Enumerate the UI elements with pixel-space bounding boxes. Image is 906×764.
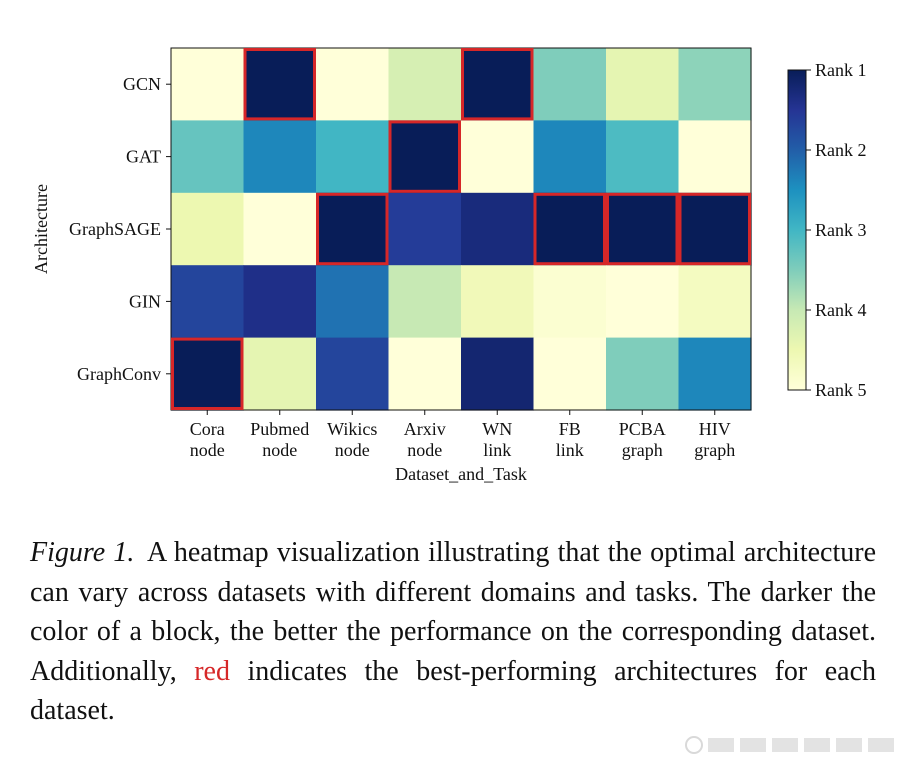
heatmap-cell bbox=[461, 337, 535, 411]
heatmap-cell bbox=[533, 48, 607, 121]
heatmap-cell bbox=[533, 337, 607, 411]
x-tick-label-dataset: Arxiv bbox=[404, 419, 446, 439]
best-cell-highlight bbox=[316, 192, 389, 266]
x-tick-label-task: node bbox=[190, 440, 225, 460]
y-axis-label: Architecture bbox=[31, 184, 51, 274]
heatmap-cell bbox=[388, 48, 462, 121]
best-cell-highlight bbox=[678, 192, 751, 266]
x-tick-label-dataset: FB bbox=[559, 419, 581, 439]
heatmap-cell bbox=[243, 48, 317, 121]
heatmap-cell bbox=[171, 48, 245, 121]
x-axis-label: Dataset_and_Task bbox=[395, 464, 527, 484]
heatmap-cell bbox=[171, 120, 245, 194]
best-cell-highlight bbox=[606, 192, 679, 266]
x-tick-label-task: node bbox=[262, 440, 297, 460]
figure-caption: Figure 1. A heatmap visualization illust… bbox=[30, 533, 876, 731]
heatmap-cell bbox=[316, 192, 390, 266]
heatmap-cell bbox=[606, 48, 680, 121]
colorbar bbox=[787, 69, 807, 391]
colorbar-tick-label: Rank 2 bbox=[815, 140, 867, 160]
heatmap-cell bbox=[678, 265, 752, 339]
caption-red-word: red bbox=[194, 655, 230, 687]
y-tick-label: GraphSAGE bbox=[69, 219, 161, 239]
y-tick-label: GCN bbox=[123, 74, 161, 94]
heatmap-cell bbox=[316, 265, 390, 339]
heatmap-cell bbox=[388, 120, 462, 194]
heatmap-cell bbox=[678, 48, 752, 121]
colorbar-tick-label: Rank 1 bbox=[815, 60, 867, 80]
x-tick-label-task: graph bbox=[622, 440, 663, 460]
heatmap-figure: GCN GAT GraphSAGE GIN GraphConv Cora node Pubme… bbox=[31, 47, 867, 484]
heatmap-cell bbox=[461, 120, 535, 194]
heatmap-cell bbox=[243, 120, 317, 194]
y-tick-label: GraphConv bbox=[77, 364, 161, 384]
heatmap-cell bbox=[388, 192, 462, 266]
heatmap-cell bbox=[461, 48, 535, 121]
best-cell-highlight bbox=[461, 48, 534, 121]
heatmap-cell bbox=[606, 265, 680, 339]
heatmap-cell bbox=[606, 192, 680, 266]
heatmap-cell bbox=[316, 48, 390, 121]
caption-text-after: indicates the best-performing architectu… bbox=[30, 655, 877, 727]
heatmap-cell bbox=[533, 192, 607, 266]
x-tick-label-dataset: WN bbox=[482, 419, 512, 439]
best-cell-highlight bbox=[388, 120, 461, 193]
x-tick-label-dataset: PCBA bbox=[619, 419, 666, 439]
heatmap-cell bbox=[533, 120, 607, 194]
colorbar-tick-label: Rank 5 bbox=[815, 380, 867, 400]
heatmap-cell bbox=[461, 192, 535, 266]
heatmap-cell bbox=[606, 337, 680, 411]
colorbar-tick-label: Rank 4 bbox=[815, 300, 867, 320]
x-tick-label-task: node bbox=[407, 440, 442, 460]
heatmap-cell bbox=[678, 337, 752, 411]
x-tick-label-task: graph bbox=[694, 440, 735, 460]
heatmap-cell bbox=[316, 120, 390, 194]
heatmap-chart: GCNGATGraphSAGEGINGraphConvCoranodePubme… bbox=[31, 47, 867, 484]
caption-text-before: A heatmap visualization illustrating tha… bbox=[30, 537, 876, 687]
heatmap-cell bbox=[533, 265, 607, 339]
x-tick-label-dataset: HIV bbox=[699, 419, 731, 439]
heatmap-cell bbox=[243, 192, 317, 266]
x-tick-label-dataset: Cora bbox=[190, 419, 225, 439]
y-tick-label: GAT bbox=[126, 147, 161, 167]
x-tick-label-task: link bbox=[483, 440, 511, 460]
best-cell-highlight bbox=[533, 192, 606, 266]
heatmap-cell bbox=[316, 337, 390, 411]
watermark-icon bbox=[685, 736, 894, 754]
heatmap-cell bbox=[243, 337, 317, 411]
heatmap-cell bbox=[678, 192, 752, 266]
heatmap-cell bbox=[171, 265, 245, 339]
colorbar-tick-label: Rank 3 bbox=[815, 220, 867, 240]
heatmap-cell bbox=[243, 265, 317, 339]
best-cell-highlight bbox=[171, 337, 244, 411]
caption-figure-label: Figure 1. bbox=[30, 537, 135, 568]
heatmap-cell bbox=[388, 265, 462, 339]
heatmap-cell bbox=[171, 192, 245, 266]
heatmap-cell bbox=[678, 120, 752, 194]
x-tick-label-task: node bbox=[335, 440, 370, 460]
x-tick-label-dataset: Wikics bbox=[327, 419, 377, 439]
heatmap-cell bbox=[606, 120, 680, 194]
y-tick-label: GIN bbox=[129, 291, 161, 311]
heatmap-cell bbox=[388, 337, 462, 411]
best-cell-highlight bbox=[243, 48, 316, 121]
x-tick-label-dataset: Pubmed bbox=[250, 419, 309, 439]
heatmap-cell bbox=[461, 265, 535, 339]
heatmap-cell bbox=[171, 337, 245, 411]
x-tick-label-task: link bbox=[556, 440, 584, 460]
